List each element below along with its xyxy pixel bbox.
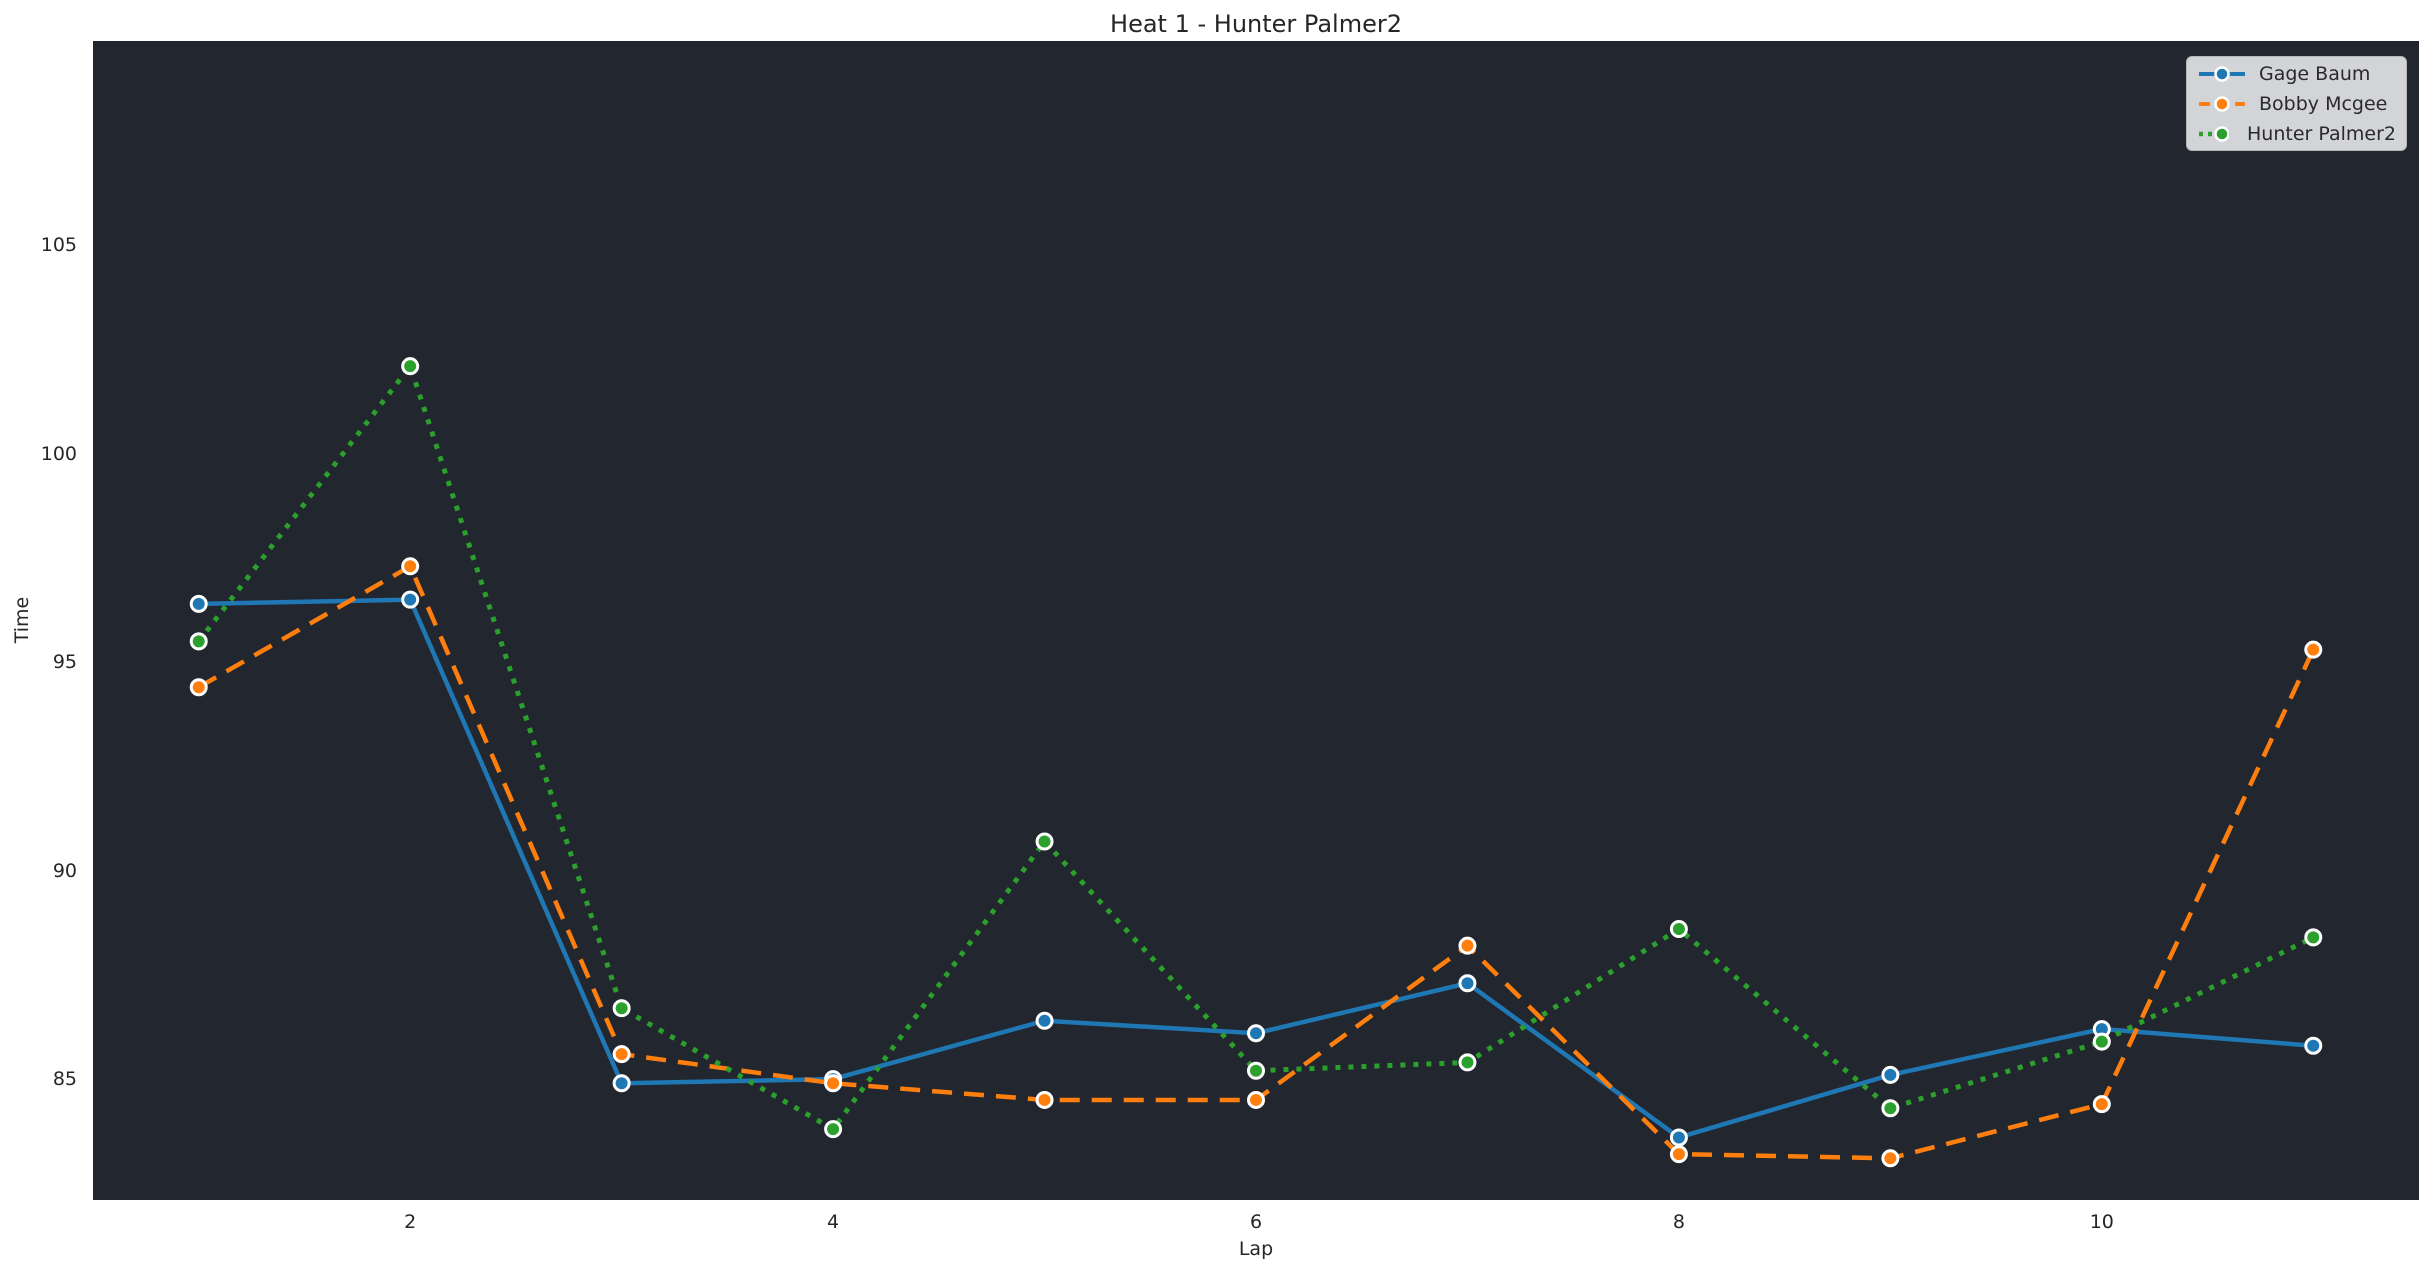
chart-title: Heat 1 - Hunter Palmer2 [1110,10,1402,38]
legend-item-hunter-palmer2: Hunter Palmer2 [2197,122,2396,146]
plot-background [93,41,2419,1200]
marker-hunter-palmer2-lap-1 [189,632,208,651]
y-axis-label: Time [11,596,33,644]
marker-bobby-mcgee-lap-2 [401,557,420,576]
legend-label: Gage Baum [2259,62,2371,85]
marker-bobby-mcgee-lap-10 [2092,1095,2111,1114]
legend-item-gage-baum: Gage Baum [2197,62,2396,86]
y-tick-100: 100 [40,442,77,465]
y-tick-85: 85 [52,1068,77,1091]
legend-line-sample [2199,95,2245,112]
marker-hunter-palmer2-lap-6 [1247,1061,1265,1080]
x-tick-8: 8 [1672,1211,1685,1233]
marker-gage-baum-lap-3 [612,1074,631,1093]
marker-hunter-palmer2-lap-7 [1458,1053,1477,1072]
legend-line-sample [2199,125,2235,142]
marker-gage-baum-lap-8 [1669,1128,1688,1147]
x-axis-label: Lap [1238,1238,1274,1260]
marker-bobby-mcgee-lap-11 [2304,640,2323,659]
x-tick-6: 6 [1249,1211,1263,1233]
marker-hunter-palmer2-lap-3 [612,999,631,1018]
x-tick-4: 4 [827,1211,840,1233]
y-tick-105: 105 [40,234,77,257]
marker-gage-baum-lap-6 [1247,1024,1265,1043]
y-tick-95: 95 [52,651,77,674]
marker-bobby-mcgee-lap-9 [1881,1149,1900,1168]
marker-gage-baum-lap-9 [1881,1065,1900,1084]
marker-hunter-palmer2-lap-8 [1669,920,1688,939]
y-tick-90: 90 [52,859,77,882]
marker-hunter-palmer2-lap-5 [1035,832,1054,851]
marker-hunter-palmer2-lap-10 [2092,1032,2111,1051]
marker-gage-baum-lap-2 [401,590,420,609]
marker-gage-baum-lap-7 [1458,974,1477,993]
marker-hunter-palmer2-lap-4 [824,1120,843,1139]
legend: Gage Baum Bobby Mcgee Hunter Palmer2 [2186,56,2407,151]
legend-item-bobby-mcgee: Bobby Mcgee [2197,92,2396,116]
marker-bobby-mcgee-lap-5 [1035,1090,1054,1109]
marker-bobby-mcgee-lap-3 [612,1045,631,1064]
marker-bobby-mcgee-lap-7 [1458,936,1477,955]
series-line-hunter-palmer2 [196,360,2315,1133]
marker-bobby-mcgee-lap-1 [189,678,208,697]
marker-gage-baum-lap-5 [1035,1011,1054,1030]
marker-hunter-palmer2-lap-2 [401,357,420,376]
marker-bobby-mcgee-lap-6 [1247,1090,1265,1109]
x-tick-2: 2 [404,1211,417,1233]
legend-label: Hunter Palmer2 [2247,122,2396,145]
x-tick-10: 10 [2089,1211,2114,1233]
legend-label: Bobby Mcgee [2259,92,2388,115]
legend-line-sample [2199,65,2245,82]
marker-hunter-palmer2-lap-9 [1881,1099,1900,1118]
marker-hunter-palmer2-lap-11 [2304,928,2323,947]
marker-bobby-mcgee-lap-4 [824,1074,843,1093]
marker-gage-baum-lap-1 [189,594,208,613]
marker-gage-baum-lap-11 [2304,1036,2323,1055]
marker-bobby-mcgee-lap-8 [1669,1145,1688,1164]
